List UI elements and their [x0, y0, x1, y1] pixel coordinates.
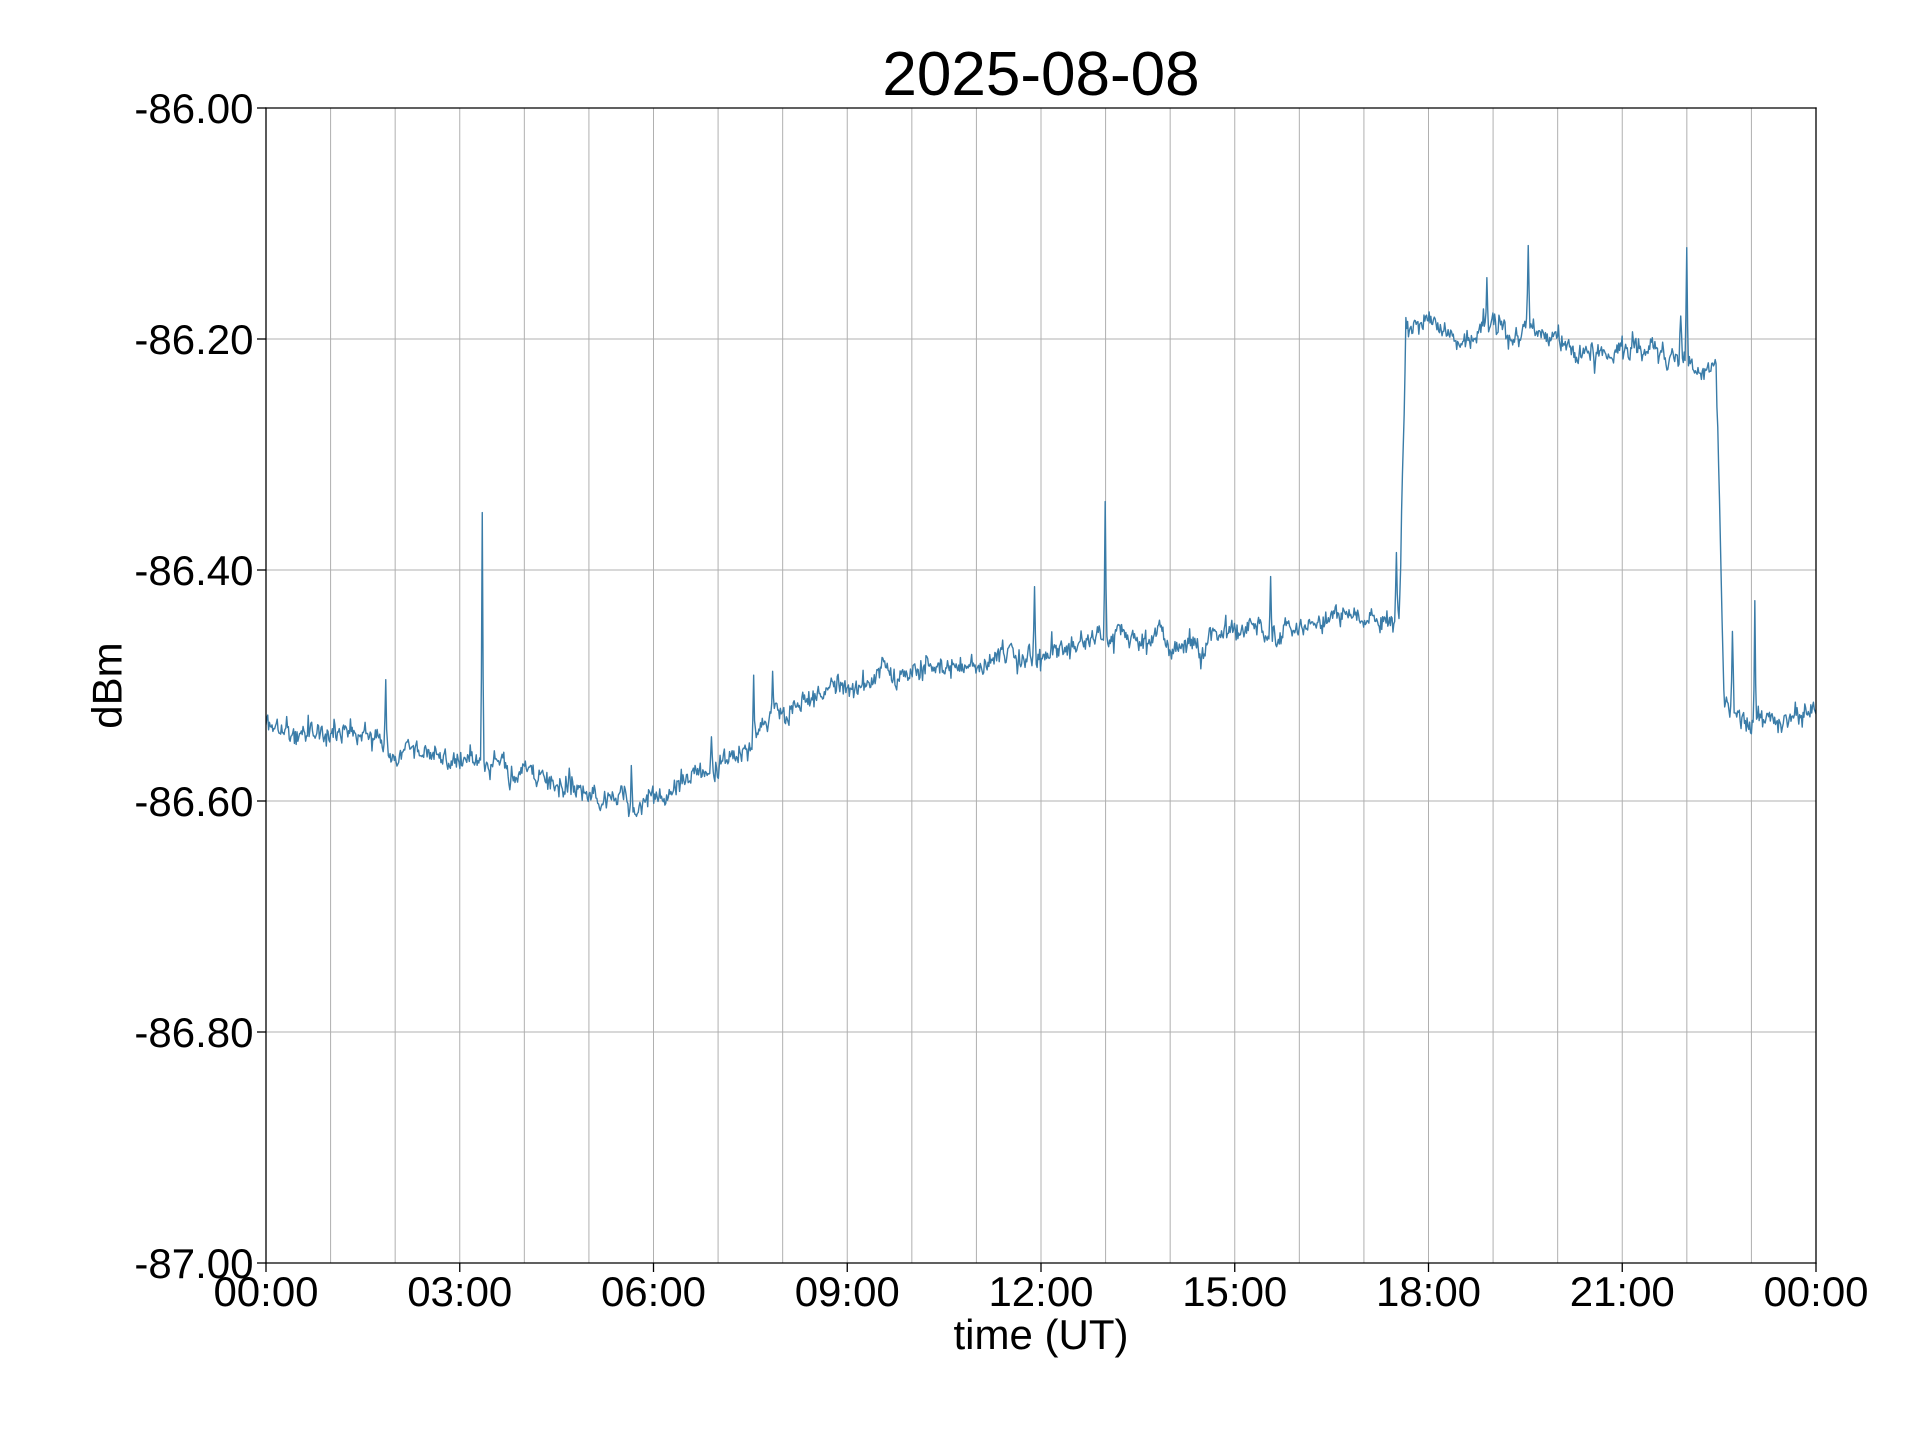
svg-text:-86.40: -86.40 — [134, 547, 253, 594]
svg-text:12:00: 12:00 — [988, 1268, 1093, 1315]
svg-text:09:00: 09:00 — [795, 1268, 900, 1315]
svg-text:21:00: 21:00 — [1570, 1268, 1675, 1315]
svg-text:15:00: 15:00 — [1182, 1268, 1287, 1315]
svg-text:-87.00: -87.00 — [134, 1240, 253, 1287]
svg-text:-86.60: -86.60 — [134, 778, 253, 825]
svg-text:-86.80: -86.80 — [134, 1009, 253, 1056]
svg-text:03:00: 03:00 — [407, 1268, 512, 1315]
svg-text:-86.20: -86.20 — [134, 316, 253, 363]
svg-text:time (UT): time (UT) — [954, 1311, 1129, 1358]
svg-text:-86.00: -86.00 — [134, 85, 253, 132]
svg-text:dBm: dBm — [84, 642, 131, 728]
svg-text:2025-08-08: 2025-08-08 — [882, 40, 1199, 109]
svg-text:06:00: 06:00 — [601, 1268, 706, 1315]
svg-text:00:00: 00:00 — [1763, 1268, 1868, 1315]
svg-text:18:00: 18:00 — [1376, 1268, 1481, 1315]
